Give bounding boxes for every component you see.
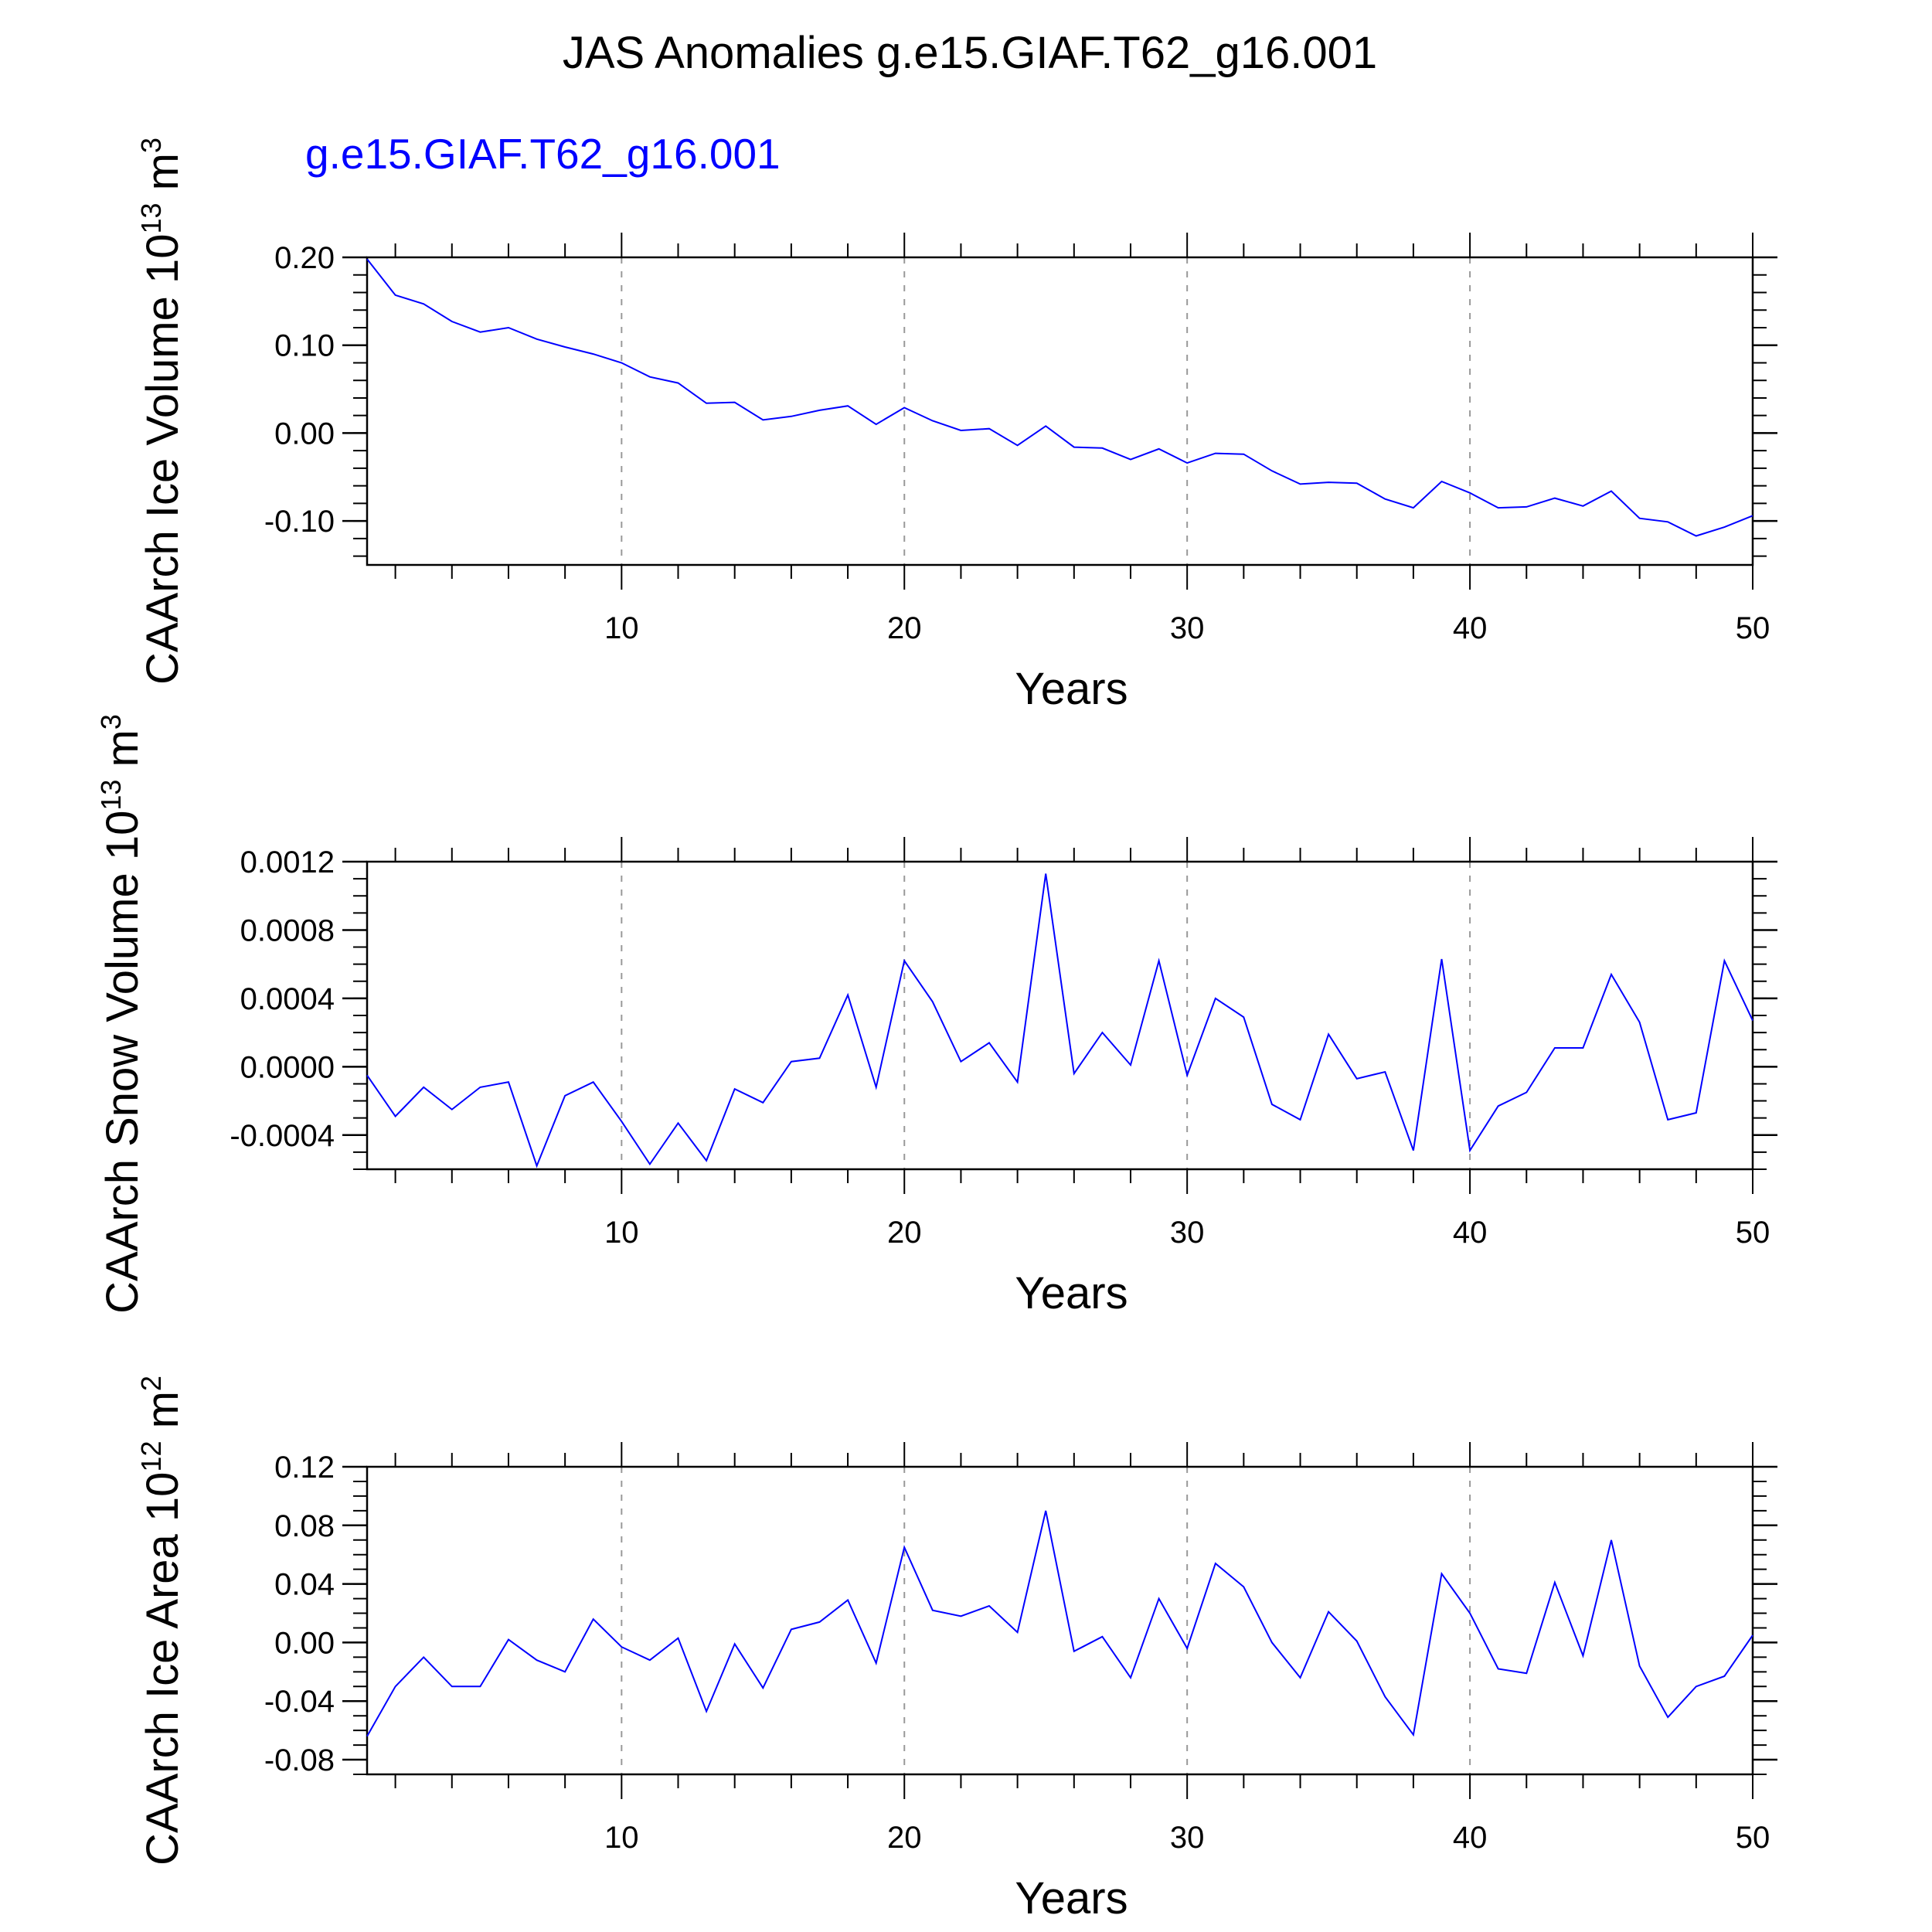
x-tick-label: 30: [1170, 1821, 1205, 1855]
x-tick-label: 50: [1736, 1821, 1770, 1855]
x-tick-label: 20: [887, 1216, 922, 1250]
y-axis-label: CAArch Snow Volume 1013 m3: [95, 714, 148, 1314]
x-tick-label: 40: [1453, 1216, 1488, 1250]
y-axis-label-part: CAArch Ice Volume 10: [138, 234, 188, 685]
y-tick-label: 0.04: [274, 1568, 335, 1602]
series-line: [366, 258, 1753, 537]
y-tick-label: 0.10: [274, 329, 335, 363]
y-tick-label: 0.0004: [240, 982, 335, 1016]
y-tick-label: 0.12: [274, 1451, 335, 1485]
series-line: [366, 1510, 1753, 1737]
y-axis-label-superscript: 2: [135, 1376, 167, 1391]
panel-1: 10 20 30 40 50 -0.10 0.00 0.10 0.20 Years CAArch I…: [135, 138, 1777, 714]
y-tick-label: 0.08: [274, 1509, 335, 1543]
y-tick-label: -0.0004: [230, 1119, 335, 1153]
x-tick-label: 50: [1736, 1216, 1770, 1250]
x-axis-label: Years: [1015, 1873, 1128, 1923]
plot-frame: [366, 1465, 1754, 1776]
y-tick-label: 0.00: [274, 417, 335, 451]
series-line: [366, 873, 1753, 1168]
panel-2: 10 20 30 40 50 -0.0004 0.0000 0.0004 0.0008 0.001…: [95, 714, 1777, 1318]
plot-frame: [366, 860, 1754, 1171]
y-axis-label: CAArch Ice Area 1012 m2: [135, 1376, 188, 1866]
x-tick-label: 20: [887, 611, 922, 645]
y-tick-label: -0.08: [264, 1743, 335, 1777]
x-axis-label: Years: [1015, 664, 1128, 714]
y-axis-label-superscript: 3: [135, 138, 167, 153]
y-axis-label-part: m: [138, 153, 188, 202]
y-axis-label: CAArch Ice Volume 1013 m3: [135, 138, 188, 685]
y-axis-label-superscript: 3: [95, 714, 127, 730]
legend-label: g.e15.GIAF.T62_g16.001: [305, 130, 781, 178]
x-tick-label: 40: [1453, 611, 1488, 645]
y-tick-label: 0.0000: [240, 1050, 335, 1084]
y-axis-label-part: CAArch Snow Volume 10: [97, 811, 148, 1314]
x-tick-label: 20: [887, 1821, 922, 1855]
y-tick-label: 0.00: [274, 1626, 335, 1660]
y-axis-label-superscript: 13: [135, 202, 167, 233]
y-axis-label-part: m: [97, 730, 148, 779]
x-axis-label: Years: [1015, 1268, 1128, 1318]
plot-frame: [366, 256, 1754, 566]
x-tick-label: 10: [604, 1821, 639, 1855]
y-axis-label-part: CAArch Ice Area 10: [138, 1472, 188, 1866]
y-tick-label: -0.10: [264, 505, 335, 539]
y-axis-label-superscript: 13: [95, 780, 127, 811]
chart-panels: 10 20 30 40 50 -0.10 0.00 0.10 0.20 Years CAArch I…: [95, 138, 1777, 1923]
x-tick-label: 30: [1170, 1216, 1205, 1250]
x-tick-label: 10: [604, 611, 639, 645]
y-axis-label-part: m: [138, 1391, 188, 1440]
x-tick-label: 50: [1736, 611, 1770, 645]
y-tick-label: 0.0008: [240, 913, 335, 947]
x-tick-label: 40: [1453, 1821, 1488, 1855]
x-tick-label: 30: [1170, 611, 1205, 645]
y-axis-label-superscript: 12: [135, 1441, 167, 1472]
y-tick-label: 0.20: [274, 241, 335, 275]
y-tick-label: -0.04: [264, 1685, 335, 1719]
panel-3: 10 20 30 40 50 -0.08 -0.04 0.00 0.04 0.08 0.12 Year…: [135, 1376, 1777, 1923]
x-tick-label: 10: [604, 1216, 639, 1250]
figure-title: JAS Anomalies g.e15.GIAF.T62_g16.001: [563, 28, 1377, 78]
y-tick-label: 0.0012: [240, 845, 335, 879]
